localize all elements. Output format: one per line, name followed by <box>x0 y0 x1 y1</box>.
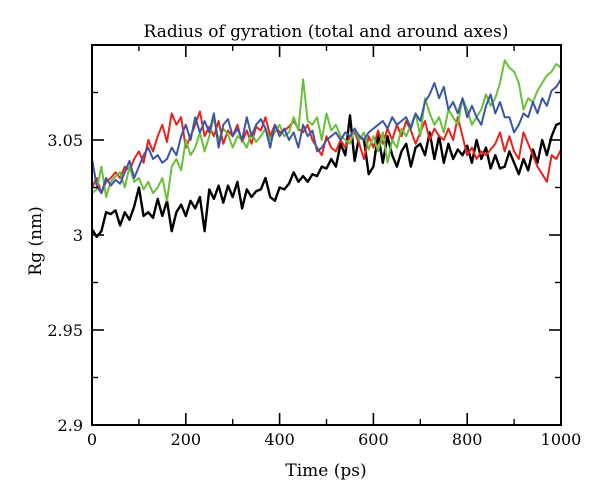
x-tick-label: 1000 <box>541 430 582 449</box>
x-tick-label: 0 <box>87 430 97 449</box>
series-line-blue <box>92 78 561 195</box>
y-tick-label: 3 <box>73 226 83 245</box>
x-tick-label: 800 <box>452 430 483 449</box>
x-axis-label: Time (ps) <box>285 461 366 481</box>
series-line-black <box>92 114 561 239</box>
y-tick-label: 2.95 <box>47 321 83 340</box>
series-line-red <box>92 110 561 195</box>
axis-layer: 0 200 400 600 800 1000 2.9 2.95 3 3.05 <box>47 44 582 449</box>
x-tick-label: 600 <box>358 430 389 449</box>
y-axis-label: Rg (nm) <box>26 206 46 275</box>
y-tick-label: 2.9 <box>58 416 83 435</box>
series-line-green <box>92 59 561 202</box>
x-tick-label: 200 <box>171 430 202 449</box>
chart-title: Radius of gyration (total and around axe… <box>144 22 509 42</box>
x-tick-label: 400 <box>264 430 295 449</box>
y-tick-label: 3.05 <box>47 131 83 150</box>
plot-frame <box>91 44 562 426</box>
series-layer <box>92 59 561 239</box>
